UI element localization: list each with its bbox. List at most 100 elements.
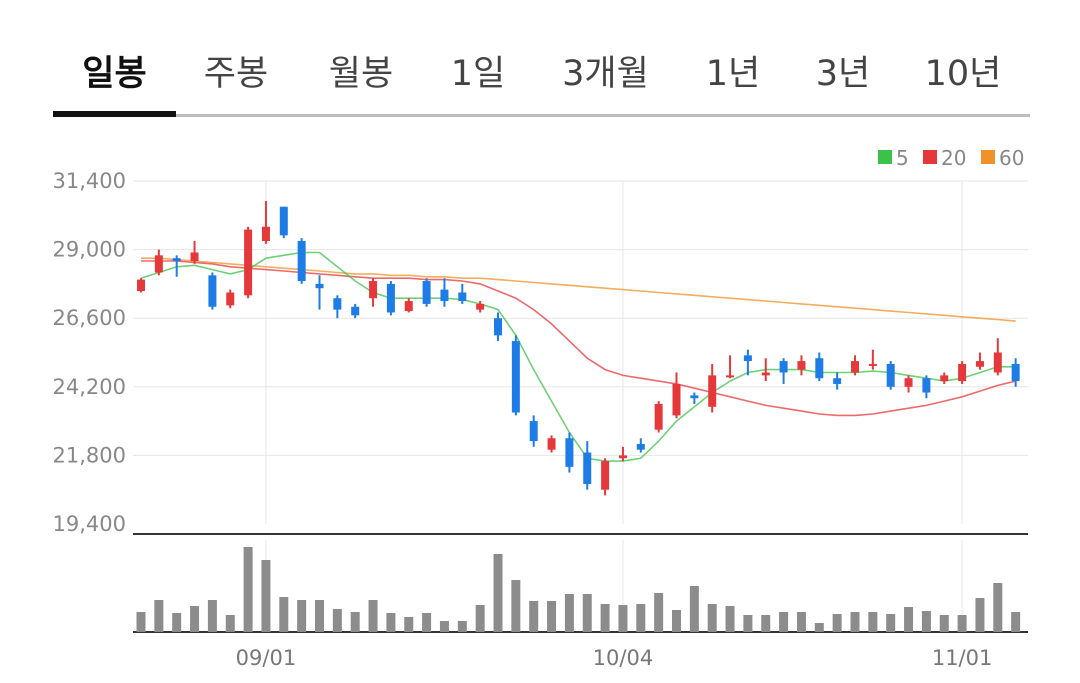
candle-body	[654, 403, 663, 430]
volume-bar	[993, 583, 1003, 632]
ma60-line	[141, 257, 1016, 322]
tab-monthly[interactable]: 월봉	[328, 54, 394, 94]
candle-body	[868, 363, 877, 366]
volume-bar	[921, 611, 931, 632]
y-tick-label: 31,400	[53, 169, 126, 193]
volume-bar	[939, 615, 949, 632]
candle	[690, 392, 699, 404]
volume-bar	[1011, 612, 1021, 632]
candle	[815, 352, 824, 382]
candle-body	[351, 306, 360, 316]
legend-item: 20	[923, 146, 966, 170]
legend-item: 5	[878, 146, 909, 170]
candle-body	[797, 361, 806, 370]
candle	[279, 206, 288, 239]
volume-bar	[796, 612, 806, 632]
volume-bar	[404, 617, 414, 632]
volume-bar	[582, 594, 592, 632]
candle-body	[1011, 363, 1020, 382]
candle	[529, 415, 538, 447]
volume-bar	[618, 605, 628, 632]
volume-bar	[743, 615, 753, 632]
volume-bar	[707, 604, 717, 632]
tab-3-months[interactable]: 3개월	[562, 54, 649, 94]
volume-bar	[636, 604, 646, 632]
candle-body	[422, 281, 431, 304]
candle-body	[904, 378, 913, 387]
tab-10-years[interactable]: 10년	[924, 54, 1002, 94]
volume-bar	[368, 600, 378, 632]
candle	[636, 438, 645, 453]
candle-body	[244, 229, 253, 296]
y-tick-label: 26,600	[53, 306, 126, 330]
y-tick-label: 29,000	[53, 238, 126, 262]
candle	[154, 249, 163, 276]
candle	[958, 361, 967, 384]
volume-bar	[832, 614, 842, 632]
candle	[886, 361, 895, 390]
y-tick-label: 21,800	[53, 443, 126, 467]
candle	[208, 272, 217, 310]
candle	[476, 301, 485, 313]
candle-body	[975, 361, 984, 367]
candle	[369, 278, 378, 307]
candle-body	[601, 461, 610, 490]
candle-body	[743, 355, 752, 362]
candle-body	[279, 206, 288, 236]
candle-body	[333, 298, 342, 310]
candle-body	[547, 438, 556, 450]
candle-body	[137, 279, 145, 292]
volume-bar	[279, 597, 289, 632]
candle	[244, 226, 253, 299]
candle	[654, 401, 663, 433]
candle	[511, 335, 520, 416]
volume-bar	[779, 612, 789, 632]
candle-body	[565, 438, 574, 467]
volume-bar	[654, 593, 664, 632]
volume-bar	[207, 600, 217, 632]
candle	[993, 338, 1002, 376]
candle-body	[154, 255, 163, 273]
volume-bar	[493, 554, 503, 632]
legend-label: 20	[941, 146, 966, 170]
volume-bar	[672, 610, 681, 632]
candle	[333, 295, 342, 319]
candle-body	[851, 361, 859, 373]
candle	[743, 349, 752, 376]
volume-bar	[386, 613, 396, 632]
candle-body	[172, 258, 181, 262]
candle-body	[672, 383, 681, 416]
tab-3-years[interactable]: 3년	[815, 54, 871, 94]
volume-bar	[136, 612, 146, 632]
candle	[172, 255, 181, 277]
tab-1-day[interactable]: 1일	[450, 54, 506, 94]
volume-bar	[529, 601, 539, 632]
candle	[226, 289, 235, 309]
candle	[547, 435, 556, 453]
volume-bar	[243, 547, 253, 632]
candle	[797, 355, 806, 376]
tab-daily[interactable]: 일봉	[82, 54, 147, 94]
tab-weekly[interactable]: 주봉	[203, 54, 269, 94]
candle	[458, 283, 467, 304]
candle	[708, 363, 717, 413]
candle	[761, 358, 770, 382]
volume-bar	[886, 614, 896, 632]
volume-bar	[725, 606, 735, 632]
volume-bar	[225, 615, 235, 632]
volume-bar	[154, 600, 164, 632]
volume-bar	[957, 615, 967, 632]
candle-body	[958, 363, 967, 382]
candle-body	[404, 301, 413, 312]
volume-bar	[350, 612, 360, 632]
candle-body	[476, 303, 485, 310]
tab-1-year[interactable]: 1년	[705, 54, 761, 94]
candle	[386, 281, 395, 316]
candle-body	[708, 375, 717, 407]
candle	[833, 372, 842, 390]
volume-bar	[457, 621, 467, 632]
candle	[601, 458, 610, 496]
volume-bar	[315, 600, 324, 632]
volume-bar	[261, 560, 271, 632]
